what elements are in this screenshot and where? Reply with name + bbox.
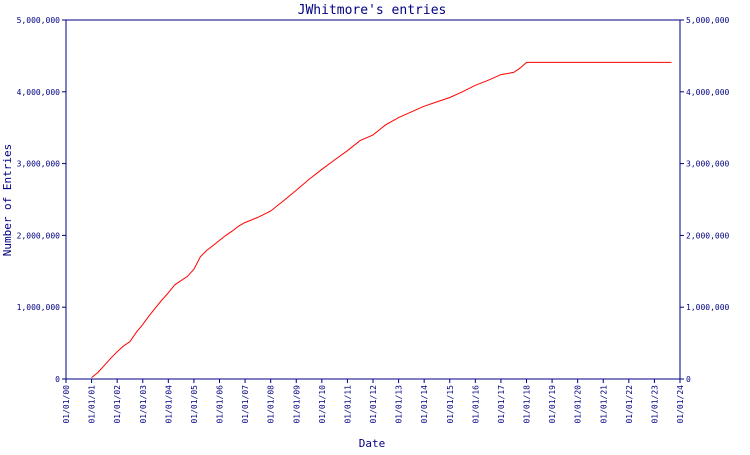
x-tick-label: 01/01/18 <box>523 385 532 424</box>
x-tick-label: 01/01/03 <box>139 385 148 424</box>
x-tick-label: 01/01/19 <box>548 385 557 424</box>
x-tick-label: 01/01/05 <box>190 385 199 424</box>
x-tick-label: 01/01/11 <box>343 385 352 424</box>
y-axis-right: 0 1,000,000 2,000,000 3,000,000 4,000,000 5,0… <box>680 16 730 384</box>
x-tick-label: 01/01/08 <box>267 385 276 424</box>
y-axis-left: 0 1,000,000 2,000,000 3,000,000 4,000,000 5,0… <box>17 16 66 384</box>
y-tick-label-left: 5,000,000 <box>17 16 61 25</box>
x-tick-label: 01/01/09 <box>292 385 301 424</box>
y-axis-label: Number of Entries <box>1 144 14 257</box>
series-line <box>91 61 672 378</box>
x-axis: 01/01/00 01/01/01 01/01/02 01/01/03 01/01/04… <box>62 379 685 424</box>
x-tick-label: 01/01/07 <box>241 385 250 424</box>
x-tick-label: 01/01/14 <box>420 385 429 424</box>
y-tick-label-left: 3,000,000 <box>17 160 61 169</box>
plot-frame <box>65 19 681 380</box>
x-tick-label: 01/01/12 <box>369 385 378 424</box>
x-tick-label: 01/01/02 <box>113 385 122 424</box>
y-tick-label-right: 0 <box>686 375 691 384</box>
x-tick-label: 01/01/20 <box>574 385 583 424</box>
x-tick-label: 01/01/22 <box>625 385 634 424</box>
x-tick-label: 01/01/10 <box>318 385 327 424</box>
y-tick-label-left: 4,000,000 <box>17 88 61 97</box>
y-tick-label-right: 5,000,000 <box>686 16 730 25</box>
x-tick-label: 01/01/15 <box>446 385 455 424</box>
x-tick-label: 01/01/01 <box>88 385 97 424</box>
chart-title: JWhitmore's entries <box>298 3 447 18</box>
x-tick-label: 01/01/04 <box>164 385 173 424</box>
x-tick-label: 01/01/21 <box>599 385 608 424</box>
x-tick-label: 01/01/16 <box>471 385 480 424</box>
x-tick-label: 01/01/06 <box>216 385 225 424</box>
x-tick-label: 01/01/24 <box>676 385 685 424</box>
x-tick-label: 01/01/13 <box>395 385 404 424</box>
y-tick-label-right: 3,000,000 <box>686 160 730 169</box>
y-tick-label-left: 2,000,000 <box>17 231 61 240</box>
y-tick-label-left: 1,000,000 <box>17 303 61 312</box>
y-tick-label-right: 1,000,000 <box>686 303 730 312</box>
y-tick-label-left: 0 <box>55 375 60 384</box>
y-tick-label-right: 4,000,000 <box>686 88 730 97</box>
x-tick-label: 01/01/17 <box>497 385 506 424</box>
x-tick-label: 01/01/23 <box>650 385 659 424</box>
x-axis-label: Date <box>359 437 386 450</box>
y-tick-label-right: 2,000,000 <box>686 231 730 240</box>
x-tick-label: 01/01/00 <box>62 385 71 424</box>
